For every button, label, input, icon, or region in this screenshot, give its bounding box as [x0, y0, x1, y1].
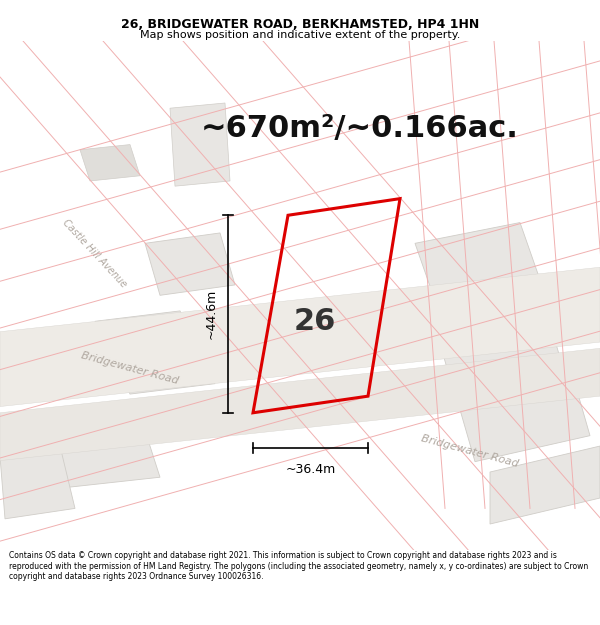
Polygon shape	[145, 233, 235, 295]
Polygon shape	[80, 144, 140, 181]
Text: 26, BRIDGEWATER ROAD, BERKHAMSTED, HP4 1HN: 26, BRIDGEWATER ROAD, BERKHAMSTED, HP4 1…	[121, 18, 479, 31]
Text: Contains OS data © Crown copyright and database right 2021. This information is : Contains OS data © Crown copyright and d…	[9, 551, 588, 581]
Text: Bridgewater Road: Bridgewater Road	[420, 433, 520, 469]
Text: Map shows position and indicative extent of the property.: Map shows position and indicative extent…	[140, 30, 460, 40]
Polygon shape	[490, 446, 600, 524]
Polygon shape	[95, 311, 215, 394]
Polygon shape	[0, 348, 600, 461]
Polygon shape	[0, 446, 75, 519]
Polygon shape	[460, 384, 590, 462]
Text: ~670m²/~0.166ac.: ~670m²/~0.166ac.	[201, 114, 519, 144]
Polygon shape	[50, 431, 160, 488]
Polygon shape	[415, 222, 540, 301]
Text: Castle Hill Avenue: Castle Hill Avenue	[61, 217, 129, 289]
Text: ~44.6m: ~44.6m	[205, 289, 218, 339]
Text: Bridgewater Road: Bridgewater Road	[80, 350, 180, 386]
Polygon shape	[170, 103, 230, 186]
Polygon shape	[0, 268, 600, 406]
Polygon shape	[435, 306, 560, 379]
Text: 26: 26	[294, 307, 336, 336]
Text: ~36.4m: ~36.4m	[286, 462, 335, 476]
